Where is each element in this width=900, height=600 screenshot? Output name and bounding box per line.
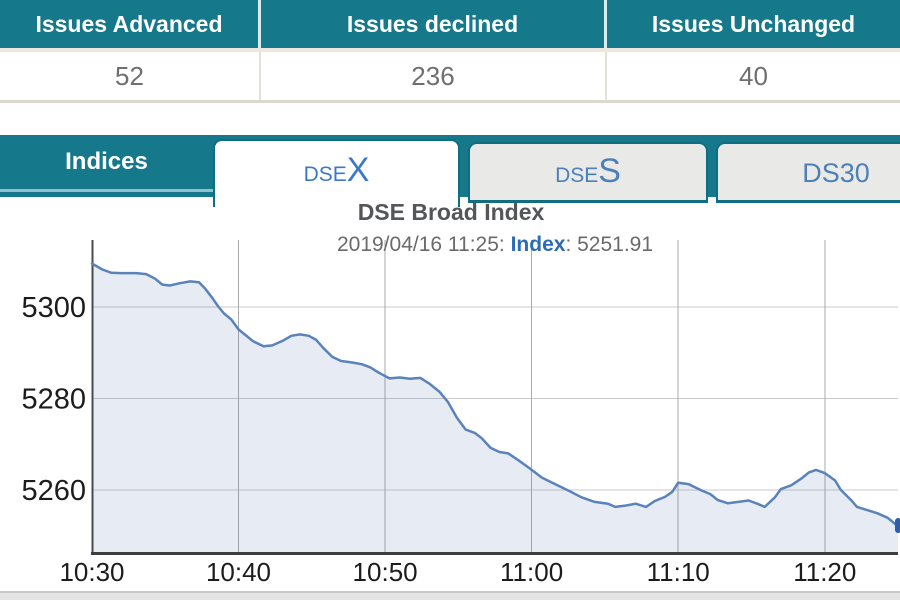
tab-ds30-label: DS30 — [802, 158, 870, 188]
issues-unchanged-value: 40 — [739, 61, 768, 91]
svg-text:5300: 5300 — [21, 292, 86, 324]
issues-table-values: 52 236 40 — [0, 52, 900, 100]
tab-dsex-label: DSE — [303, 163, 347, 186]
indices-section-label: Indices — [65, 148, 148, 175]
tab-dses-label-suffix: S — [598, 152, 621, 190]
issues-declined-header: Issues declined — [261, 0, 607, 48]
table-header-divider — [0, 48, 900, 52]
tab-ds30[interactable]: DS30 — [716, 142, 900, 203]
chart-subtitle-index-label: Index — [510, 233, 566, 256]
chart-subtitle: 2019/04/16 11:25: Index: 5251.91 — [92, 233, 898, 257]
tab-dses[interactable]: DSES — [468, 142, 708, 203]
svg-text:11:00: 11:00 — [500, 557, 563, 587]
table-bottom-border — [0, 100, 900, 103]
chart-subtitle-index-value: : 5251.91 — [565, 233, 654, 256]
svg-text:5260: 5260 — [21, 475, 86, 507]
issues-advanced-value: 52 — [0, 52, 261, 100]
tab-dsex[interactable]: DSEX — [213, 139, 460, 207]
tab-dses-label: DSE — [555, 164, 599, 187]
svg-text:10:50: 10:50 — [353, 557, 418, 587]
issues-advanced-header: Issues Advanced — [0, 0, 261, 48]
svg-text:11:20: 11:20 — [793, 557, 856, 587]
index-chart-plot[interactable]: 5300 5280 5260 10:30 10:40 10:50 11:00 11:10 11:… — [0, 197, 900, 600]
chart-title: DSE Broad Index — [357, 199, 545, 225]
bottom-divider-strip — [0, 591, 900, 600]
svg-text:10:40: 10:40 — [206, 557, 271, 587]
indices-underline — [0, 189, 213, 192]
svg-text:5280: 5280 — [21, 384, 86, 416]
tab-dsex-label-suffix: X — [346, 151, 370, 189]
issues-declined-value: 236 — [261, 52, 607, 100]
issues-unchanged-header: Issues Unchanged — [651, 11, 856, 37]
svg-text:10:30: 10:30 — [59, 557, 124, 587]
issues-table-header: Issues Advanced Issues declined Issues U… — [0, 0, 900, 48]
chart-subtitle-datetime: 2019/04/16 11:25: — [336, 233, 511, 256]
svg-text:11:10: 11:10 — [647, 557, 710, 587]
